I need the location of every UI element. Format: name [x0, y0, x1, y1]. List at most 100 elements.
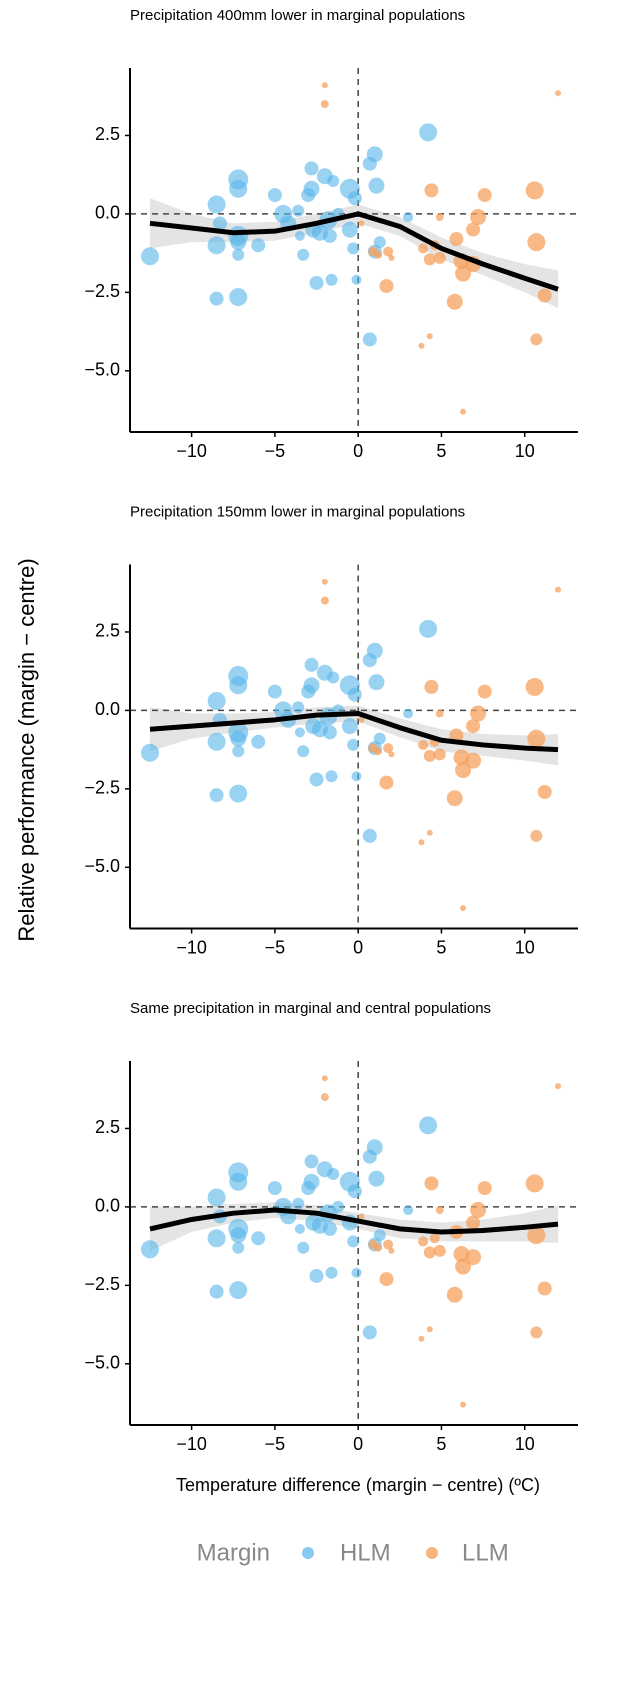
- point: [527, 729, 546, 748]
- point: [460, 1401, 467, 1408]
- point: [368, 674, 385, 691]
- point: [358, 220, 365, 227]
- point: [433, 748, 446, 761]
- point: [374, 250, 383, 259]
- y-tick-label: 2.5: [95, 621, 120, 641]
- point: [460, 905, 467, 912]
- point: [446, 1286, 463, 1303]
- point: [383, 1239, 394, 1250]
- point: [368, 177, 385, 194]
- y-tick-label: 0.0: [95, 203, 120, 223]
- point: [140, 247, 159, 266]
- point: [362, 332, 377, 347]
- point: [351, 1267, 362, 1278]
- point: [320, 100, 329, 109]
- point: [429, 1233, 440, 1244]
- point: [530, 1326, 543, 1339]
- point: [347, 1184, 362, 1199]
- x-tick-label: 10: [515, 937, 535, 957]
- point: [327, 174, 340, 187]
- legend-key: [426, 1547, 438, 1559]
- fit-line: [149, 711, 559, 753]
- point: [325, 273, 338, 286]
- point: [374, 1243, 383, 1252]
- point: [470, 705, 487, 722]
- point: [309, 275, 324, 290]
- x-tick-label: 5: [436, 937, 446, 957]
- point: [358, 716, 365, 723]
- point: [351, 771, 362, 782]
- point: [379, 279, 394, 294]
- y-tick-label: −2.5: [84, 281, 120, 301]
- point: [435, 213, 444, 222]
- point: [229, 1172, 248, 1191]
- point: [230, 1227, 247, 1244]
- point: [230, 730, 247, 747]
- point: [207, 236, 226, 255]
- point: [332, 1200, 345, 1213]
- point: [320, 1093, 329, 1102]
- fit-line: [149, 1207, 559, 1235]
- point: [537, 1281, 552, 1296]
- point: [465, 1249, 482, 1266]
- point: [140, 743, 159, 762]
- point: [292, 701, 305, 714]
- point: [426, 829, 433, 836]
- point: [292, 204, 305, 217]
- point: [140, 1240, 159, 1259]
- point: [207, 195, 226, 214]
- point: [320, 596, 329, 605]
- point: [446, 293, 463, 310]
- x-tick-label: −5: [265, 1434, 286, 1454]
- point: [209, 291, 224, 306]
- chart-title: Precipitation 150mm lower in marginal po…: [130, 503, 465, 520]
- point: [207, 692, 226, 710]
- point: [433, 1244, 446, 1257]
- point: [435, 709, 444, 718]
- point: [341, 221, 358, 238]
- point: [267, 1181, 282, 1196]
- point: [229, 288, 248, 307]
- point: [309, 1268, 324, 1283]
- point: [555, 90, 562, 97]
- point: [347, 738, 360, 751]
- point: [525, 677, 544, 696]
- point: [303, 1173, 320, 1190]
- point: [470, 1202, 487, 1219]
- point: [292, 1197, 305, 1210]
- x-tick-label: −10: [176, 1434, 207, 1454]
- fit-line: [149, 211, 559, 292]
- point: [537, 288, 552, 303]
- y-tick-label: 0.0: [95, 1196, 120, 1216]
- point: [351, 274, 362, 285]
- point: [433, 251, 446, 264]
- x-tick-label: 0: [353, 937, 363, 957]
- point: [424, 1176, 439, 1191]
- point: [347, 242, 360, 255]
- y-tick-label: −5.0: [84, 1353, 120, 1373]
- x-tick-label: −5: [265, 441, 286, 461]
- point: [366, 642, 383, 659]
- point: [209, 1284, 224, 1299]
- point: [477, 188, 492, 203]
- point: [530, 333, 543, 346]
- point: [379, 1272, 394, 1287]
- point: [477, 1181, 492, 1196]
- point: [207, 1188, 226, 1207]
- point: [470, 209, 487, 226]
- point: [455, 265, 472, 282]
- y-tick-label: 2.5: [95, 124, 120, 144]
- point: [325, 1266, 338, 1279]
- point: [388, 254, 395, 261]
- point: [383, 743, 394, 754]
- point: [321, 578, 328, 585]
- point: [466, 719, 481, 734]
- point: [388, 751, 395, 758]
- point: [207, 732, 226, 751]
- point: [418, 1236, 429, 1247]
- point: [379, 775, 394, 790]
- point: [309, 772, 324, 787]
- point: [303, 180, 320, 197]
- point: [525, 181, 544, 200]
